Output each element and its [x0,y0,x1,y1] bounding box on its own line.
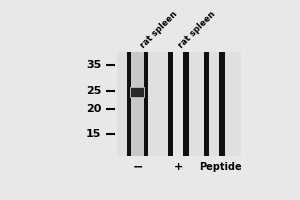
Text: 25: 25 [86,86,101,96]
Bar [117,52,241,156]
Bar [131,52,143,156]
Bar [127,52,148,156]
Text: −: − [132,161,143,174]
Text: Peptide: Peptide [199,162,242,172]
Bar [130,87,145,98]
Text: 20: 20 [86,104,101,114]
Bar [131,88,143,97]
Bar [168,52,189,156]
Bar [204,52,225,156]
Text: 35: 35 [86,60,101,70]
Bar [173,52,183,156]
Text: 15: 15 [86,129,101,139]
Text: rat spleen: rat spleen [177,10,218,50]
Bar [209,52,219,156]
Text: rat spleen: rat spleen [139,10,179,50]
Text: +: + [173,162,183,172]
